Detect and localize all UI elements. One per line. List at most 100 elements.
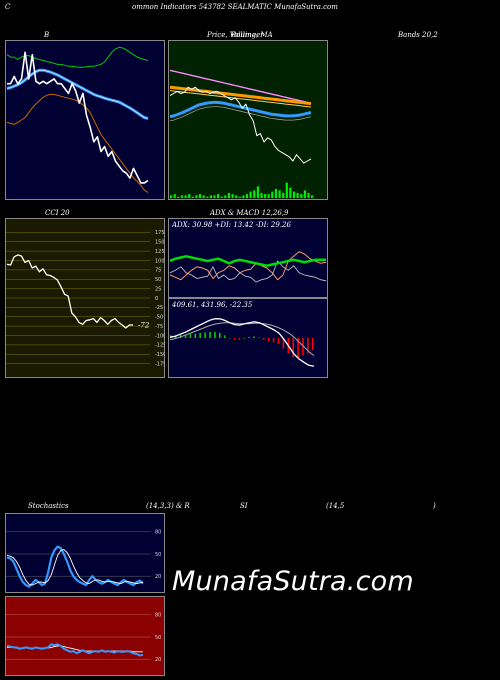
stoch-k-line <box>6 545 144 588</box>
volume-bar <box>213 195 216 198</box>
volume-bar <box>300 194 303 198</box>
cci-label: CCI 20 <box>45 209 70 217</box>
bb-mid-over-label: Bollinger <box>231 31 264 39</box>
cci-value-label: -72 <box>138 322 150 330</box>
macd-histogram-bar <box>189 334 192 338</box>
stoch-tick-label: 80 <box>155 530 161 536</box>
cci-tick-label: 25 <box>155 286 161 292</box>
volume-bar <box>202 195 205 198</box>
ma-blue-line <box>169 100 312 119</box>
bb-left-label: B <box>44 31 50 39</box>
macd-histogram-bar <box>277 338 280 345</box>
volume-bar <box>220 196 223 198</box>
macd-histogram-bar <box>238 338 241 340</box>
rsi-params-label: (14,5 <box>326 502 345 510</box>
volume-bar <box>311 195 314 198</box>
adx-values-text: ADX: 30.98 +DI: 13.42 -DI: 29.26 <box>171 221 292 229</box>
volume-bar <box>173 194 176 198</box>
macd-histogram-bar <box>307 338 309 354</box>
macd-histogram-bar <box>179 334 182 338</box>
volume-bar <box>282 192 285 198</box>
bb-price-line <box>7 51 149 184</box>
macd-histogram-bar <box>199 333 201 338</box>
volume-bar <box>242 195 245 198</box>
macd-histogram-bar <box>302 338 304 356</box>
volume-bar <box>249 191 252 198</box>
macd-histogram-bar <box>219 333 221 338</box>
macd-histogram-bar <box>228 338 231 339</box>
stoch-params-label: (14,3,3) & R <box>146 502 190 510</box>
cci-tick-label: -50 <box>155 315 163 321</box>
cci-tick-label: 0 <box>155 296 158 302</box>
volume-bar <box>285 182 288 198</box>
cci-tick-label: -150 <box>155 352 165 358</box>
stoch-background <box>5 513 165 593</box>
macd-histogram-bar <box>263 338 265 340</box>
volume-bar <box>260 192 263 198</box>
cci-tick-label: -75 <box>155 324 163 330</box>
minus-di-line <box>169 251 327 281</box>
macd-histogram-bar <box>209 332 211 339</box>
macd-histogram-bar <box>267 338 270 342</box>
cci-tick-label: 100 <box>155 258 165 264</box>
macd-histogram-bar <box>194 333 197 338</box>
price-ma-chart <box>168 40 328 200</box>
stochastics-chart: 80 50 20 <box>5 513 165 593</box>
volume-bar <box>188 194 191 198</box>
rsi-tick-label: 50 <box>155 635 161 641</box>
pv-background <box>168 40 328 200</box>
cci-tick-label: 75 <box>155 268 161 274</box>
volume-bar <box>271 191 274 198</box>
ma-grey-line <box>169 106 312 122</box>
stoch-label: Stochastics <box>28 502 69 510</box>
cci-chart: 175 150 125 100 75 50 25 0 -25 -50 -75 -100 -125 -150… <box>5 218 165 378</box>
rsi-line <box>6 643 144 657</box>
volume-bar <box>264 194 267 198</box>
volume-bar <box>292 191 296 198</box>
volume-bar <box>307 192 310 198</box>
volume-bar <box>289 187 292 198</box>
plus-di-line <box>169 260 327 283</box>
volume-bar <box>217 194 220 198</box>
bb-background <box>5 40 165 200</box>
macd-histogram-bar <box>233 338 236 340</box>
volume-bar <box>256 186 259 198</box>
volume-bar <box>274 189 277 198</box>
volume-bar <box>227 192 230 198</box>
rsi-tick-label: 80 <box>155 613 161 619</box>
macd-histogram-bar <box>312 338 314 351</box>
adx-line <box>169 255 326 267</box>
bb-middle-core <box>6 69 149 119</box>
rsi-background <box>5 596 165 676</box>
header-c: C <box>5 3 11 11</box>
macd-histogram-bar <box>214 332 216 339</box>
cci-tick-label: -175 <box>155 361 165 367</box>
macd-histogram-bar <box>248 336 250 338</box>
macd-line <box>169 318 315 367</box>
ma-orange-line <box>169 85 312 106</box>
macd-histogram-bar <box>204 332 206 338</box>
volume-bar <box>224 195 227 198</box>
volume-bar <box>206 196 209 198</box>
adx-chart: ADX: 30.98 +DI: 13.42 -DI: 29.26 <box>168 218 328 298</box>
cci-tick-label: 125 <box>155 249 165 255</box>
cci-tick-label: -100 <box>155 333 165 339</box>
bb-right-label: Bands 20,2 <box>398 31 438 39</box>
macd-histogram-bar <box>253 336 255 339</box>
volume-bar <box>238 196 241 198</box>
bb-mid-label: Price, Volume, MA <box>207 31 273 39</box>
bollinger-chart <box>5 40 165 200</box>
volume-bar <box>267 194 270 198</box>
cci-tick-label: -125 <box>155 343 165 349</box>
watermark: MunafaSutra.com <box>172 566 414 597</box>
volume-bar <box>231 194 234 198</box>
macd-histogram-bar <box>184 334 187 338</box>
rsi-tick-label: 20 <box>155 657 161 663</box>
cci-line <box>6 254 133 329</box>
ma-orange-thin-line <box>169 90 312 108</box>
macd-chart: 409.61, 431.96, -22.35 <box>168 298 328 378</box>
macd-histogram-bar <box>292 338 294 358</box>
volume-bar <box>253 190 256 198</box>
pv-price-line <box>169 86 312 164</box>
volume-bar <box>278 190 281 198</box>
